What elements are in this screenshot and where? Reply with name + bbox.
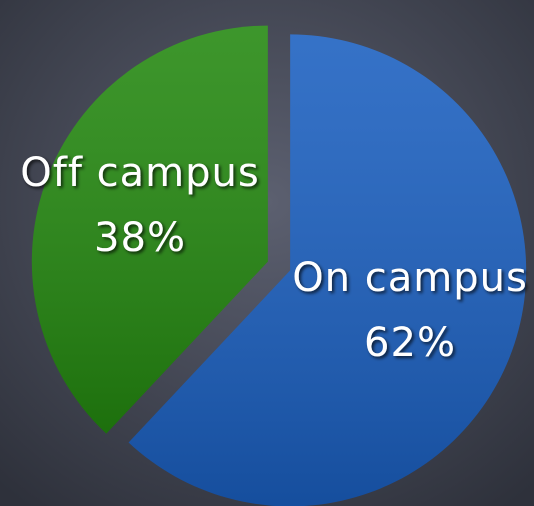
- slice-shade: [31, 25, 268, 434]
- slice-label: Off campus: [20, 150, 259, 196]
- slice-shade: [128, 34, 527, 506]
- slice-value-label: 38%: [94, 215, 186, 261]
- slice-value-label: 62%: [364, 320, 456, 366]
- slice-label: On campus: [292, 255, 528, 301]
